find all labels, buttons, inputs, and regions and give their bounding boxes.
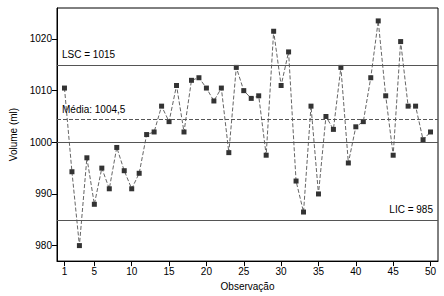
svg-text:50: 50 — [425, 266, 437, 277]
svg-text:35: 35 — [313, 266, 325, 277]
svg-text:5: 5 — [92, 266, 98, 277]
svg-text:LSC = 1015: LSC = 1015 — [62, 49, 116, 60]
svg-text:Volume (ml): Volume (ml) — [8, 108, 19, 161]
svg-text:980: 980 — [35, 240, 52, 251]
svg-text:40: 40 — [350, 266, 362, 277]
svg-text:25: 25 — [238, 266, 250, 277]
svg-text:Observação: Observação — [221, 281, 275, 292]
svg-text:20: 20 — [201, 266, 213, 277]
svg-text:30: 30 — [276, 266, 288, 277]
svg-text:LIC = 985: LIC = 985 — [389, 204, 433, 215]
svg-text:45: 45 — [388, 266, 400, 277]
svg-text:15: 15 — [163, 266, 175, 277]
svg-text:Média: 1004,5: Média: 1004,5 — [62, 104, 126, 115]
svg-text:990: 990 — [35, 188, 52, 199]
svg-text:1: 1 — [62, 266, 68, 277]
svg-text:1020: 1020 — [30, 33, 53, 44]
svg-text:10: 10 — [126, 266, 138, 277]
svg-text:1000: 1000 — [30, 137, 53, 148]
svg-text:1010: 1010 — [30, 85, 53, 96]
